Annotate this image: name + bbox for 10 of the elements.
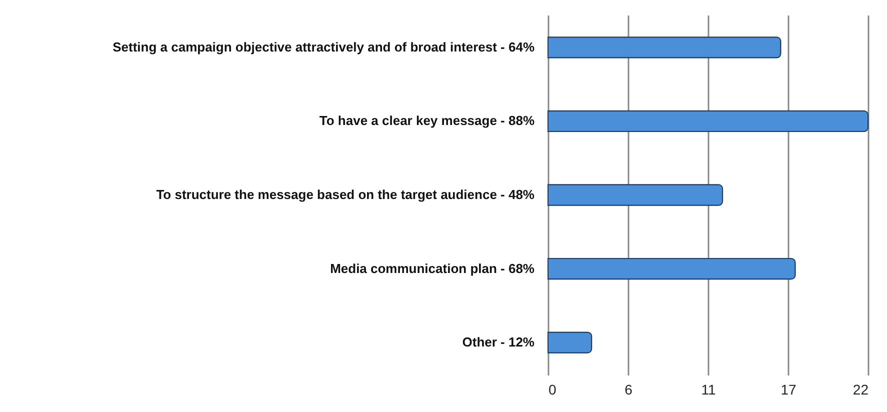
x-tick-label: 11 [701,382,716,398]
y-tick-label: Media communication plan - 68% [330,260,535,276]
y-tick-label: Setting a campaign objective attractively and of broad interest - 64% [112,39,535,54]
x-tick-label: 6 [624,382,633,398]
y-tick-label: To have a clear key message - 88% [319,113,535,128]
x-tick-label: 0 [548,382,556,398]
x-tick-label: 22 [852,382,869,398]
x-tick-label: 17 [780,382,796,398]
y-tick-label: To structure the message based on the target audience - 48% [156,187,535,202]
y-tick-label: Other - 12% [462,334,535,350]
